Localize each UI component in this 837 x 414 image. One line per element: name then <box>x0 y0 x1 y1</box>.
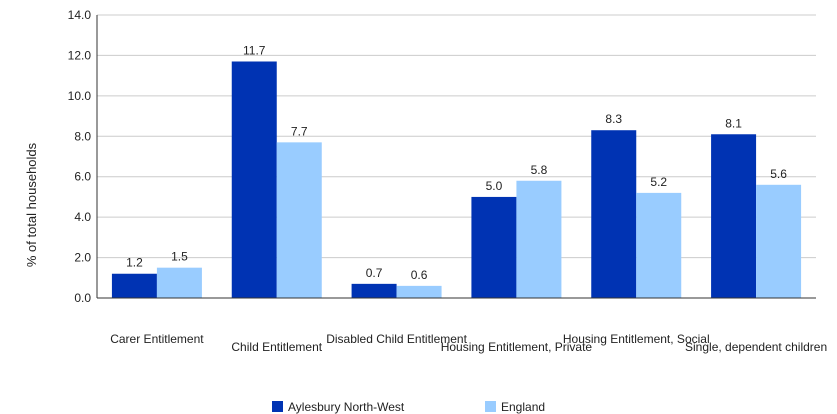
data-label: 5.2 <box>650 175 667 189</box>
bar-aylesbury <box>471 196 517 298</box>
data-label: 7.7 <box>291 124 308 138</box>
legend-label: Aylesbury North-West <box>288 400 405 414</box>
bar-england <box>756 184 802 298</box>
legend-label: England <box>501 400 545 414</box>
bar-england <box>636 192 682 298</box>
data-label: 11.7 <box>243 43 266 57</box>
bars <box>111 61 802 298</box>
y-tick-label: 8.0 <box>74 129 91 143</box>
bar-aylesbury <box>591 130 637 298</box>
y-tick-label: 12.0 <box>68 48 92 62</box>
x-category-label: Single, dependent children <box>685 340 827 354</box>
data-label: 5.8 <box>531 163 548 177</box>
bar-england <box>276 142 322 298</box>
data-label: 8.1 <box>725 116 742 130</box>
y-tick-label: 10.0 <box>68 89 92 103</box>
bar-england <box>396 285 442 298</box>
x-category-label: Housing Entitlement, Social <box>563 332 710 346</box>
data-labels: 1.2 1.5 11.7 7.7 0.7 0.6 5.0 5.8 8.3 5.2 8.1 5.6 <box>126 43 787 281</box>
bar-aylesbury <box>231 61 277 298</box>
bar-aylesbury <box>111 273 157 298</box>
data-label: 0.6 <box>411 268 428 282</box>
data-label: 5.0 <box>486 179 503 193</box>
y-tick-label: 2.0 <box>74 251 91 265</box>
x-category-label: Child Entitlement <box>231 340 322 354</box>
x-category-label: Disabled Child Entitlement <box>326 332 467 346</box>
legend-swatch <box>272 401 283 412</box>
y-tick-label: 4.0 <box>74 210 91 224</box>
data-label: 0.7 <box>366 266 383 280</box>
y-tick-label: 14.0 <box>68 8 92 22</box>
y-axis-title: % of total households <box>24 142 39 267</box>
bar-england <box>156 267 202 298</box>
gridlines <box>97 14 816 299</box>
bar-aylesbury <box>711 134 757 298</box>
data-label: 5.6 <box>770 167 787 181</box>
axes: 0.0 2.0 4.0 6.0 8.0 10.0 12.0 14.0 Carer Entitle… <box>68 8 827 354</box>
y-tick-label: 6.0 <box>74 170 91 184</box>
x-category-label: Carer Entitlement <box>110 332 204 346</box>
data-label: 8.3 <box>605 112 622 126</box>
bar-england <box>516 180 562 298</box>
legend-swatch <box>485 401 496 412</box>
legend: Aylesbury North-West England <box>272 400 545 414</box>
data-label: 1.5 <box>171 250 188 264</box>
x-category-label: Housing Entitlement, Private <box>441 340 593 354</box>
data-label: 1.2 <box>126 256 143 270</box>
bar-aylesbury <box>351 283 397 298</box>
y-tick-label: 0.0 <box>74 291 91 305</box>
